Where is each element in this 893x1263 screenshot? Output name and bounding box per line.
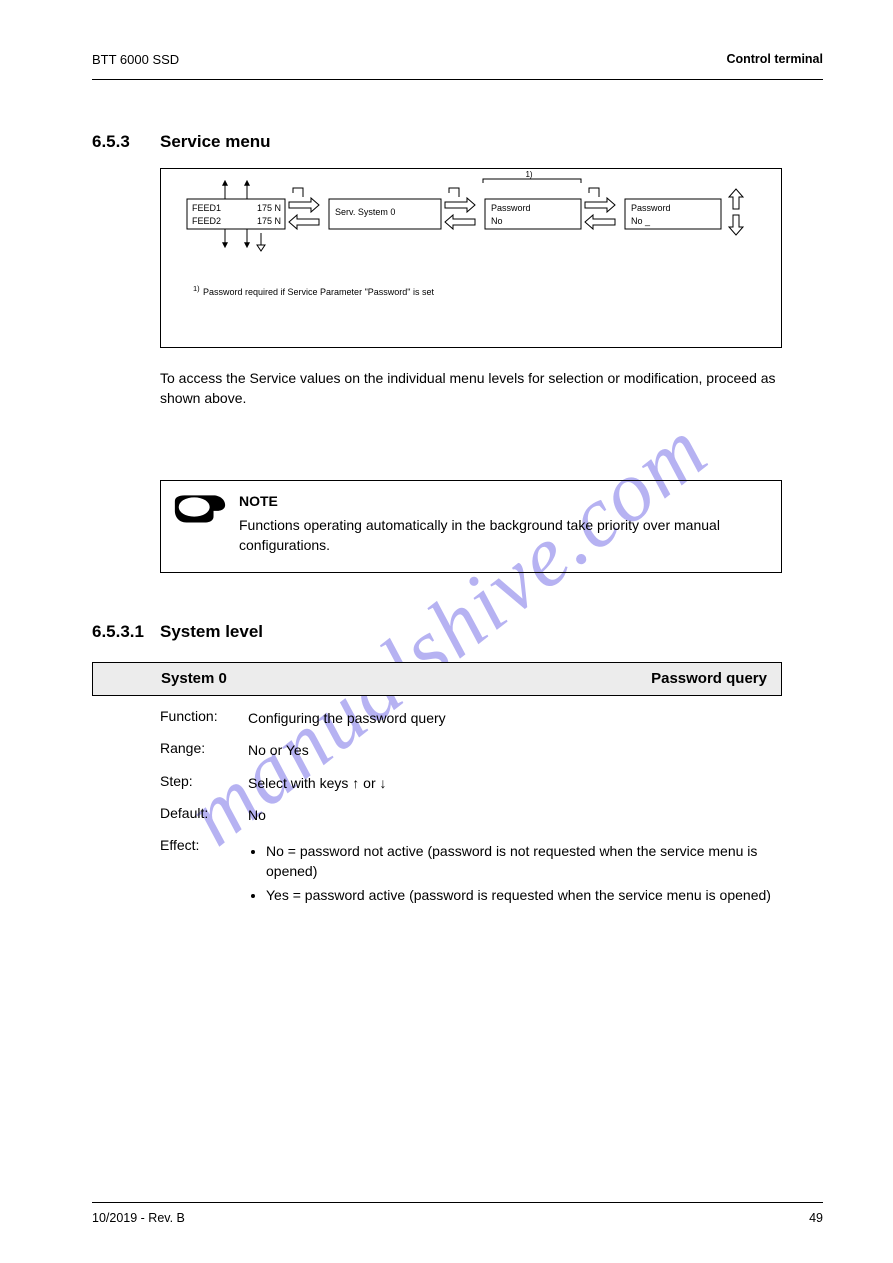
section-title: Service menu — [160, 132, 271, 152]
list-item: No = password not active (password is no… — [266, 841, 782, 882]
list-item: Yes = password active (password is reque… — [266, 885, 782, 905]
param-row-range: Range: No or Yes — [92, 740, 782, 760]
svg-text:1): 1) — [525, 170, 532, 179]
subsection-title: System level — [160, 622, 263, 642]
box1-l1r: 175 N — [257, 203, 281, 213]
param-row-effect: Effect: No = password not active (passwo… — [92, 837, 782, 908]
box3-l1: Password — [491, 203, 531, 213]
param-row-step: Step: Select with keys ↑ or ↓ — [92, 773, 782, 793]
param-label: Range: — [92, 740, 248, 760]
param-value: No — [248, 805, 782, 825]
effect-list: No = password not active (password is no… — [266, 841, 782, 905]
diagram-note: Password required if Service Parameter "… — [203, 287, 434, 297]
param-label: Function: — [92, 708, 248, 728]
param-value: No = password not active (password is no… — [248, 837, 782, 908]
footer-revision: 10/2019 - Rev. B — [92, 1211, 185, 1225]
intro-paragraph: To access the Service values on the indi… — [160, 368, 780, 409]
box1-l2l: FEED2 — [192, 216, 221, 226]
parameter-header: System 0 Password query — [92, 662, 782, 696]
flow-diagram: FEED1 175 N FEED2 175 N Serv. System — [160, 168, 782, 348]
param-row-function: Function: Configuring the password query — [92, 708, 782, 728]
header-section: Control terminal — [726, 52, 823, 66]
note-body: Functions operating automatically in the… — [239, 515, 765, 556]
box2-text: Serv. System 0 — [335, 207, 395, 217]
box4-l1: Password — [631, 203, 671, 213]
param-value: Configuring the password query — [248, 708, 782, 728]
parameter-title: Password query — [651, 670, 767, 687]
page-header: BTT 6000 SSD Control terminal — [92, 52, 823, 80]
param-value: No or Yes — [248, 740, 782, 760]
section-number: 6.5.3 — [92, 132, 130, 152]
parameter-block: System 0 Password query Function: Config… — [92, 662, 782, 908]
conn-3-4 — [585, 188, 615, 229]
conn-1-2 — [289, 188, 327, 229]
note-title: NOTE — [239, 493, 765, 509]
box1-l1l: FEED1 — [192, 203, 221, 213]
param-label: Effect: — [92, 837, 248, 908]
header-product: BTT 6000 SSD — [92, 52, 179, 67]
flow-diagram-svg: FEED1 175 N FEED2 175 N Serv. System — [161, 169, 781, 347]
param-row-default: Default: No — [92, 805, 782, 825]
box1-l2r: 175 N — [257, 216, 281, 226]
param-label: Default: — [92, 805, 248, 825]
box3-l2: No — [491, 216, 503, 226]
subsection-number: 6.5.3.1 — [92, 622, 144, 642]
diagram-note-sup: 1) — [193, 284, 200, 293]
footer-page-number: 49 — [809, 1211, 823, 1225]
param-label: Step: — [92, 773, 248, 793]
pointing-hand-icon — [171, 487, 229, 527]
box4-l2: No _ — [631, 216, 651, 226]
page-footer: 10/2019 - Rev. B 49 — [92, 1202, 823, 1211]
parameter-name: System 0 — [161, 670, 227, 687]
param-value: Select with keys ↑ or ↓ — [248, 773, 782, 793]
note-box: NOTE Functions operating automatically i… — [160, 480, 782, 573]
